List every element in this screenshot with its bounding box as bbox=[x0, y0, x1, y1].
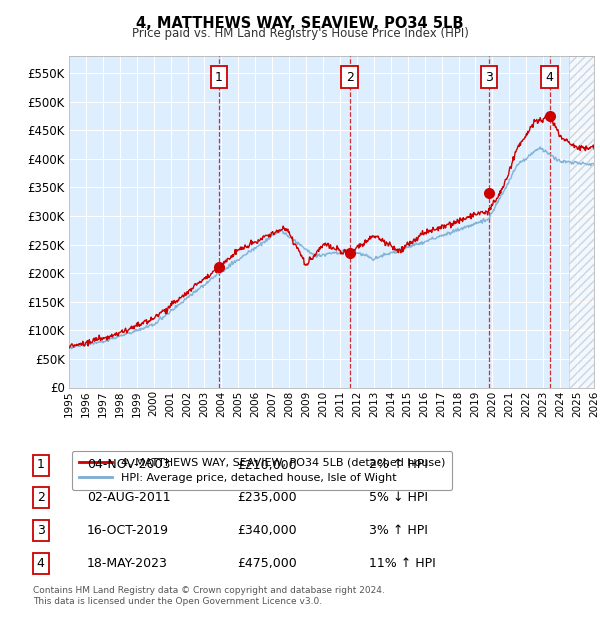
Text: £340,000: £340,000 bbox=[237, 525, 296, 537]
Text: 04-NOV-2003: 04-NOV-2003 bbox=[87, 459, 170, 471]
Text: 1: 1 bbox=[37, 459, 45, 471]
Text: £235,000: £235,000 bbox=[237, 492, 296, 504]
Bar bbox=[569, 56, 594, 388]
Text: 1: 1 bbox=[215, 71, 223, 84]
Text: 3: 3 bbox=[485, 71, 493, 84]
Text: 02-AUG-2011: 02-AUG-2011 bbox=[87, 492, 170, 504]
Text: £210,000: £210,000 bbox=[237, 459, 296, 471]
Text: 18-MAY-2023: 18-MAY-2023 bbox=[87, 557, 168, 570]
Text: 4: 4 bbox=[545, 71, 554, 84]
Text: 2% ↑ HPI: 2% ↑ HPI bbox=[369, 459, 428, 471]
Text: 2: 2 bbox=[346, 71, 354, 84]
Text: Price paid vs. HM Land Registry's House Price Index (HPI): Price paid vs. HM Land Registry's House … bbox=[131, 27, 469, 40]
Text: 5% ↓ HPI: 5% ↓ HPI bbox=[369, 492, 428, 504]
Text: Contains HM Land Registry data © Crown copyright and database right 2024.
This d: Contains HM Land Registry data © Crown c… bbox=[33, 585, 385, 606]
Text: £475,000: £475,000 bbox=[237, 557, 297, 570]
Text: 11% ↑ HPI: 11% ↑ HPI bbox=[369, 557, 436, 570]
Text: 16-OCT-2019: 16-OCT-2019 bbox=[87, 525, 169, 537]
Text: 4, MATTHEWS WAY, SEAVIEW, PO34 5LB: 4, MATTHEWS WAY, SEAVIEW, PO34 5LB bbox=[136, 16, 464, 30]
Text: 2: 2 bbox=[37, 492, 45, 504]
Text: 4: 4 bbox=[37, 557, 45, 570]
Legend: 4, MATTHEWS WAY, SEAVIEW, PO34 5LB (detached house), HPI: Average price, detache: 4, MATTHEWS WAY, SEAVIEW, PO34 5LB (deta… bbox=[72, 451, 452, 490]
Text: 3: 3 bbox=[37, 525, 45, 537]
Text: 3% ↑ HPI: 3% ↑ HPI bbox=[369, 525, 428, 537]
